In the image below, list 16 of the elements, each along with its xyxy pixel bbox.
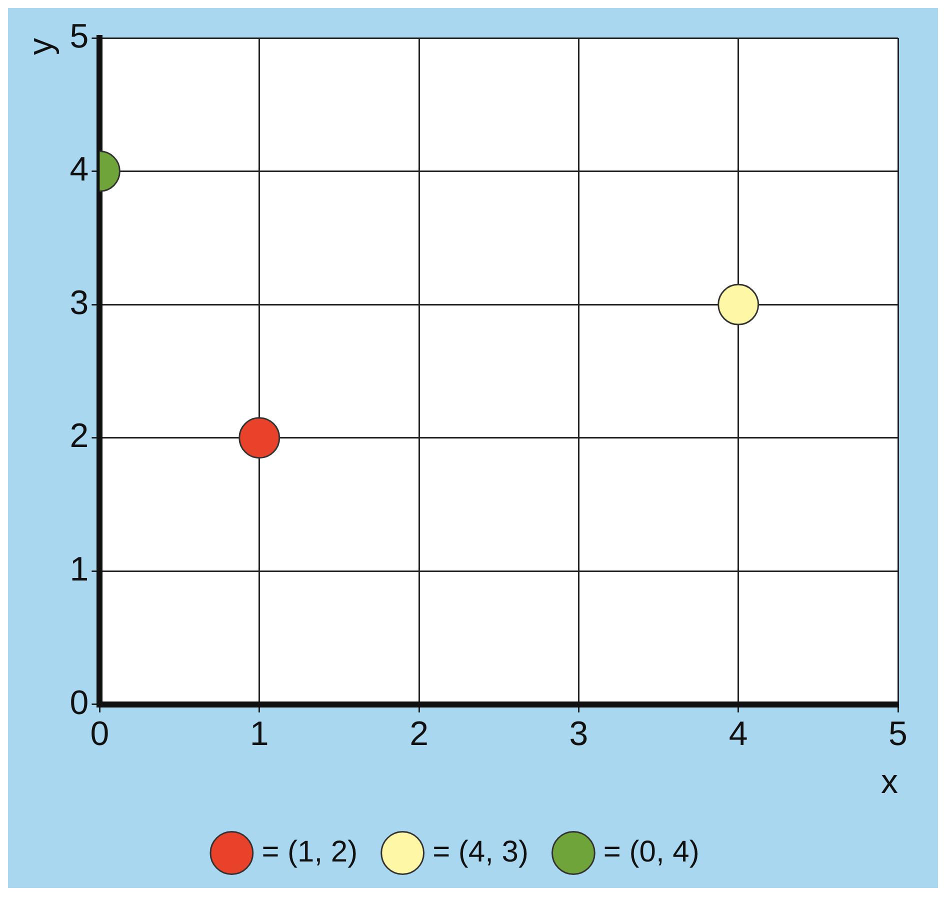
y-tick-label: 4 [70, 150, 89, 189]
y-tick-label: 0 [70, 684, 89, 722]
legend-label: = (4, 3) [432, 835, 528, 868]
legend-label: = (1, 2) [262, 835, 358, 868]
y-axis-title: y [22, 38, 60, 55]
y-tick-label: 3 [70, 284, 89, 322]
x-axis-title: x [881, 762, 898, 801]
y-tick-label: 2 [70, 417, 89, 456]
x-tick-label: 2 [410, 715, 428, 754]
x-tick-label: 1 [250, 715, 269, 754]
x-tick-label: 5 [888, 715, 908, 754]
x-tick-label: 3 [569, 715, 588, 754]
x-tick-label: 4 [728, 715, 748, 754]
y-tick-label: 5 [70, 17, 89, 56]
legend-label: = (0, 4) [603, 835, 700, 868]
y-tick-label: 1 [70, 550, 89, 588]
